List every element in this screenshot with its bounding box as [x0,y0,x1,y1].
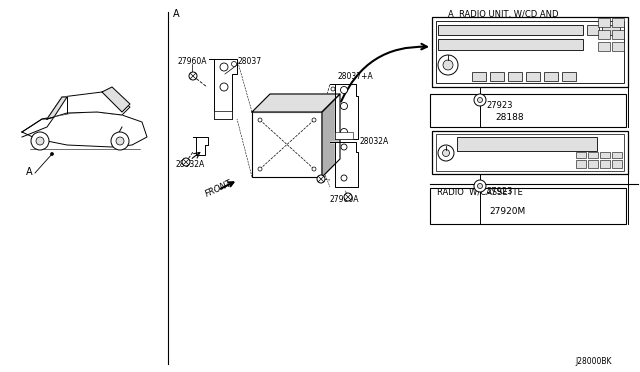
Circle shape [474,94,486,106]
Text: A  RADIO UNIT, W/CD AND
    CASSETTE: A RADIO UNIT, W/CD AND CASSETTE [448,10,559,31]
Polygon shape [330,84,358,139]
Bar [588,152,598,158]
Bar [576,160,586,168]
Bar [598,18,610,27]
Circle shape [438,55,458,75]
Bar [598,42,610,51]
Polygon shape [22,112,147,147]
Polygon shape [47,97,67,119]
Text: A: A [173,9,180,19]
Bar [612,42,624,51]
Text: J28000BK: J28000BK [575,357,611,366]
Text: RADIO  W/CASSETTE: RADIO W/CASSETTE [437,187,523,196]
Circle shape [340,128,348,135]
Circle shape [344,193,352,201]
Polygon shape [252,94,340,112]
Circle shape [51,153,54,155]
Circle shape [220,63,228,71]
Bar [432,17,628,87]
Bar [436,21,624,83]
Bar [562,72,576,81]
Circle shape [258,167,262,171]
Bar [432,131,628,174]
Circle shape [232,61,237,67]
Polygon shape [209,59,237,119]
Circle shape [182,158,190,166]
Circle shape [442,150,449,157]
Bar [508,72,522,81]
Circle shape [312,167,316,171]
Circle shape [317,175,325,183]
Text: 28037+A: 28037+A [338,72,374,81]
Text: 28032A: 28032A [176,160,205,169]
Text: 27923: 27923 [486,101,513,110]
Bar [457,137,597,151]
Circle shape [477,97,483,103]
Bar [490,72,504,81]
Circle shape [438,145,454,161]
Bar [252,112,322,177]
Text: 27920M: 27920M [489,207,525,216]
Bar [598,30,610,39]
Bar [438,25,583,35]
Text: 27960A: 27960A [330,195,360,204]
Circle shape [220,83,228,91]
Circle shape [341,175,347,181]
Bar [438,39,583,50]
Circle shape [189,72,197,80]
Bar [612,160,622,168]
Circle shape [116,137,124,145]
Text: 28188: 28188 [495,113,524,122]
Polygon shape [322,94,340,177]
Circle shape [31,132,49,150]
Bar [335,132,353,139]
Bar [430,94,626,127]
Bar [576,152,586,158]
Bar [612,18,624,27]
Circle shape [312,118,316,122]
Circle shape [474,180,486,192]
Polygon shape [330,142,358,187]
Bar [600,160,610,168]
Bar [436,134,624,171]
Circle shape [258,118,262,122]
Text: A: A [26,167,33,177]
Bar [214,111,232,119]
Bar [612,30,624,39]
Text: 28037: 28037 [237,57,261,66]
Circle shape [331,87,335,91]
Bar [430,188,626,224]
Circle shape [477,183,483,189]
Circle shape [111,132,129,150]
Circle shape [341,144,347,150]
Bar [600,152,610,158]
Bar [612,152,622,158]
Text: 27960A: 27960A [178,57,207,66]
Text: 28032A: 28032A [360,137,389,146]
Text: FRONT: FRONT [204,179,234,199]
Polygon shape [47,92,130,119]
Circle shape [340,103,348,109]
Circle shape [340,87,348,93]
Polygon shape [102,87,130,112]
Polygon shape [193,137,208,155]
Bar [544,72,558,81]
Bar [587,25,599,35]
Text: 27923: 27923 [486,187,513,196]
Bar [588,160,598,168]
Circle shape [443,60,453,70]
Circle shape [36,137,44,145]
Bar [602,25,620,35]
Bar [526,72,540,81]
Bar [472,72,486,81]
